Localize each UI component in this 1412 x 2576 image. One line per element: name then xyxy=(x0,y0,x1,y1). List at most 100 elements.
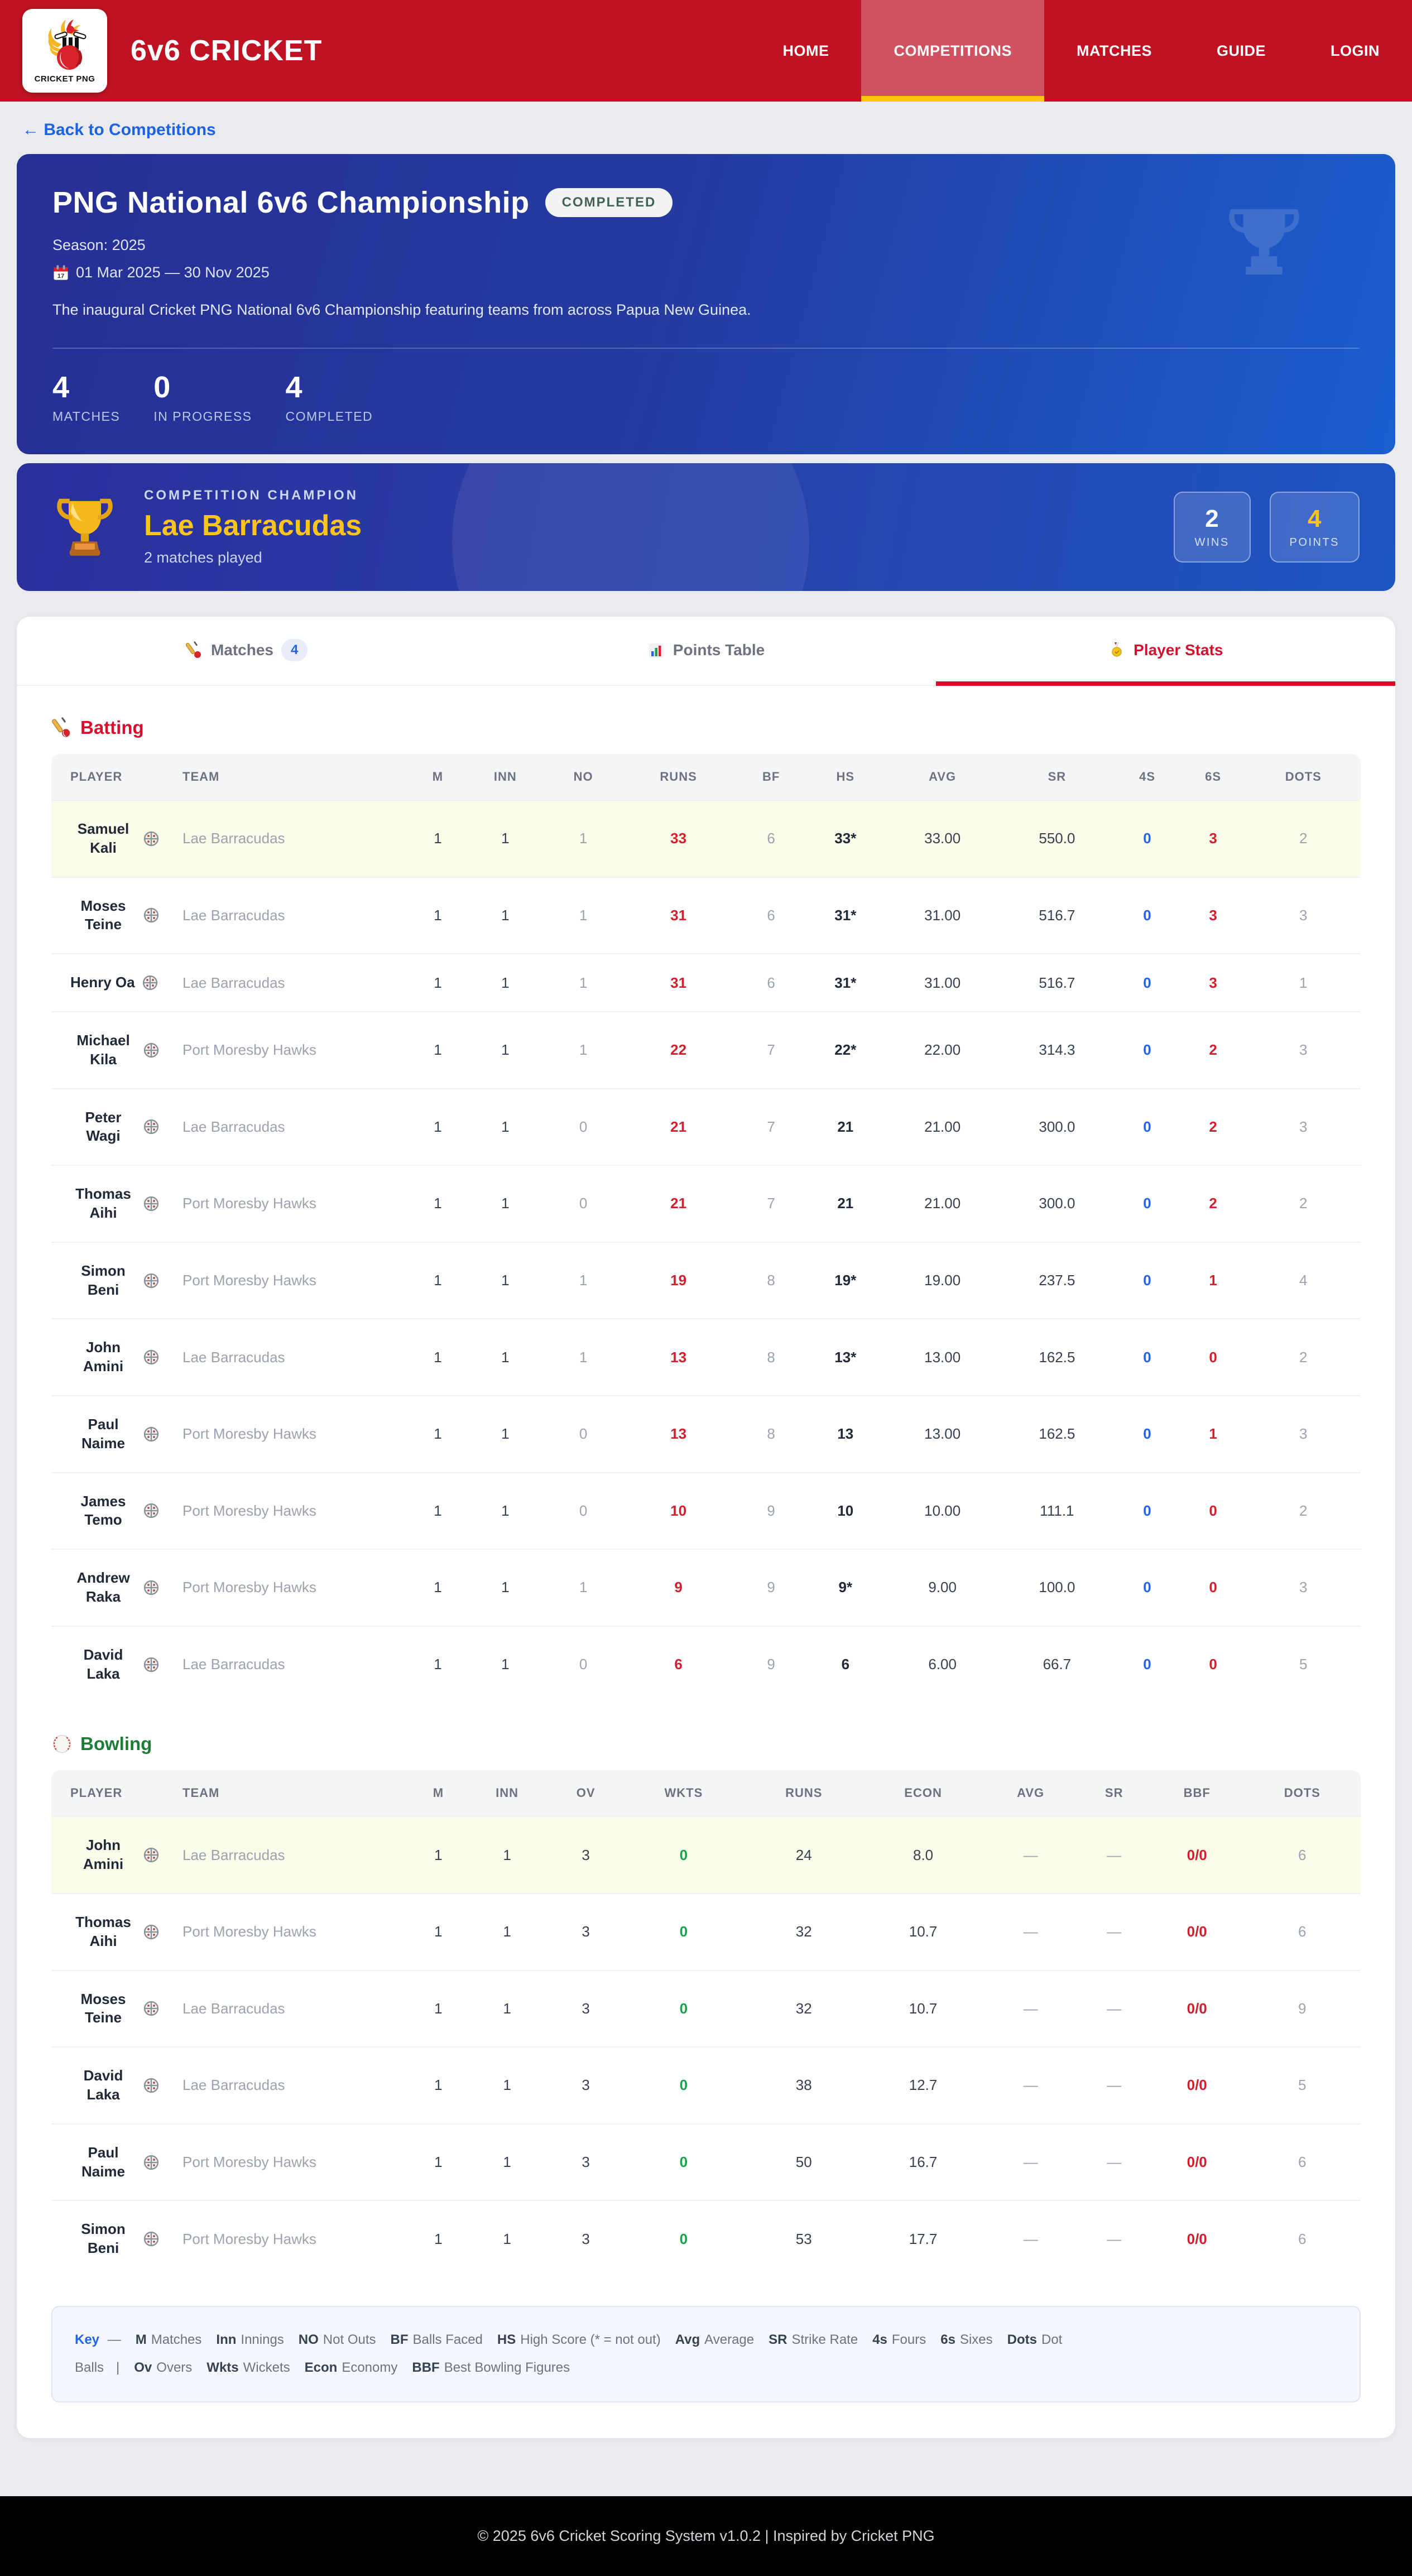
stat-cell: 3 xyxy=(549,1969,623,2048)
status-badge: COMPLETED xyxy=(545,188,673,217)
player-cell: Moses Teine xyxy=(51,876,177,954)
player-wheel-icon xyxy=(143,908,159,923)
stat-cell: 0 xyxy=(1180,1318,1246,1396)
competition-title: PNG National 6v6 Championship xyxy=(52,186,530,219)
column-header: M xyxy=(411,1770,465,1817)
stat-cell: 0 xyxy=(1114,1549,1180,1626)
player-name: John Amini xyxy=(83,1837,124,1873)
stat-cell: 1 xyxy=(546,800,621,877)
player-name: Simon Beni xyxy=(81,1262,126,1298)
player-wheel-icon xyxy=(143,1196,159,1212)
stat-cell: 1 xyxy=(1180,1395,1246,1473)
stat-cell: 1 xyxy=(464,800,546,877)
stat-cell: 3 xyxy=(1180,800,1246,877)
player-wheel-icon xyxy=(143,2155,159,2170)
back-to-competitions-link[interactable]: ← Back to Competitions xyxy=(22,121,216,139)
stat-cell: — xyxy=(983,2046,1078,2124)
stat-cell: 1 xyxy=(411,2046,465,2124)
stat-cell: 0/0 xyxy=(1150,2123,1244,2201)
player-cell: Michael Kila xyxy=(51,1011,177,1089)
stat-cell: 31* xyxy=(805,876,886,954)
tab-player-stats[interactable]: Player Stats xyxy=(935,617,1395,686)
nav-item-competitions[interactable]: COMPETITIONS xyxy=(861,0,1044,102)
stat-cell: 1 xyxy=(411,1165,464,1242)
player-wheel-icon xyxy=(143,1042,159,1058)
stat-cell: 7 xyxy=(736,1088,806,1166)
stat-cell: 3 xyxy=(1246,1088,1361,1166)
stat-cell: 9 xyxy=(736,1549,806,1626)
stat-cell: 0 xyxy=(1114,1165,1180,1242)
player-wheel-icon xyxy=(143,1350,159,1365)
stat-cell: 516.7 xyxy=(1000,876,1115,954)
stat-cell: 0 xyxy=(546,1472,621,1550)
stat-cell: 314.3 xyxy=(1000,1011,1115,1089)
competition-stats: 4 MATCHES 0 IN PROGRESS 4 COMPLETED xyxy=(52,370,1360,424)
stat-cell: 9* xyxy=(805,1549,886,1626)
stat-cell: 0 xyxy=(546,1625,621,1703)
nav-item-home[interactable]: HOME xyxy=(782,42,829,59)
stat-cell: 2 xyxy=(1180,1011,1246,1089)
stat-cell: 4 xyxy=(1246,1241,1361,1319)
team-cell: Lae Barracudas xyxy=(177,1088,411,1166)
bowling-table: PLAYER TEAM M INN OV WKTS RUNS ECON AVG SR BBF DOTS… xyxy=(51,1770,1361,2277)
nav-item-matches[interactable]: MATCHES xyxy=(1076,42,1152,59)
stat-cell: 0 xyxy=(546,1395,621,1473)
stat-cell: 0 xyxy=(546,1165,621,1242)
champion-banner: COMPETITION CHAMPION Lae Barracudas 2 ma… xyxy=(17,463,1395,591)
stat-cell: 0/0 xyxy=(1150,2200,1244,2277)
stat-cell: 17.7 xyxy=(863,2200,983,2277)
stat-cell: 31 xyxy=(620,876,737,954)
player-wheel-icon xyxy=(143,831,159,846)
column-header: BF xyxy=(736,754,806,800)
column-header: NO xyxy=(546,754,621,800)
column-header: SR xyxy=(1000,754,1115,800)
column-header: AVG xyxy=(983,1770,1078,1817)
stat-cell: 32 xyxy=(745,1892,863,1971)
stat-matches: 4 MATCHES xyxy=(52,371,121,424)
stat-cell: 3 xyxy=(549,2200,623,2277)
column-header: SR xyxy=(1078,1770,1150,1817)
stat-cell: 1 xyxy=(411,2200,465,2277)
stat-cell: 0 xyxy=(622,2123,745,2201)
champion-label: COMPETITION CHAMPION xyxy=(144,488,358,503)
competition-banner: PNG National 6v6 Championship COMPLETED … xyxy=(17,154,1395,454)
player-cell: John Amini xyxy=(51,1816,177,1893)
tab-points-table[interactable]: Points Table xyxy=(476,617,935,686)
table-row: Moses Teine Lae Barracudas 1 1 1 31 6 31* 31.00 5… xyxy=(51,876,1361,954)
stat-cell: 0 xyxy=(546,1088,621,1166)
table-row: Michael Kila Port Moresby Hawks 1 1 1 22 7 22* 2… xyxy=(51,1011,1361,1089)
stat-cell: — xyxy=(983,1892,1078,1971)
nav-item-guide[interactable]: GUIDE xyxy=(1216,42,1266,59)
player-wheel-icon xyxy=(143,1426,159,1441)
team-cell: Port Moresby Hawks xyxy=(177,1549,411,1626)
stat-in-progress: 0 IN PROGRESS xyxy=(153,371,252,424)
stat-cell: 50 xyxy=(745,2123,863,2201)
champion-team-name: Lae Barracudas xyxy=(144,510,362,542)
player-cell: Simon Beni xyxy=(51,2200,177,2277)
cricket-png-logo[interactable]: CRICKET PNG xyxy=(22,9,107,93)
stat-cell: 66.7 xyxy=(1000,1625,1115,1703)
stat-cell: 162.5 xyxy=(1000,1318,1115,1396)
watermark-trophy-icon xyxy=(1229,209,1299,275)
nav-item-login[interactable]: LOGIN xyxy=(1331,42,1380,59)
stat-cell: 1 xyxy=(1246,953,1361,1012)
player-cell: Simon Beni xyxy=(51,1241,177,1319)
stat-cell: 19 xyxy=(620,1241,737,1319)
column-header: HS xyxy=(805,754,886,800)
stat-cell: 0 xyxy=(1114,1625,1180,1703)
table-row: Simon Beni Port Moresby Hawks 1 1 3 0 53 17.7— —… xyxy=(51,2200,1361,2277)
player-name: James Temo xyxy=(80,1492,126,1529)
player-name: Paul Naime xyxy=(81,2144,126,2180)
stat-cell: 2 xyxy=(1246,1318,1361,1396)
stat-cell: 3 xyxy=(1246,1395,1361,1473)
stat-cell: 1 xyxy=(464,876,546,954)
stat-cell: 53 xyxy=(745,2200,863,2277)
player-cell: Thomas Aihi xyxy=(51,1165,177,1242)
stat-cell: 9.00 xyxy=(885,1549,1000,1626)
stat-cell: 10 xyxy=(805,1472,886,1550)
top-navbar: CRICKET PNG 6v6 CRICKET HOME COMPETITIONS… xyxy=(0,0,1412,102)
stat-cell: 21 xyxy=(620,1165,737,1242)
tab-matches[interactable]: Matches 4 xyxy=(17,617,476,686)
stat-cell: 31.00 xyxy=(885,953,1000,1012)
stat-cell: 9 xyxy=(736,1625,806,1703)
